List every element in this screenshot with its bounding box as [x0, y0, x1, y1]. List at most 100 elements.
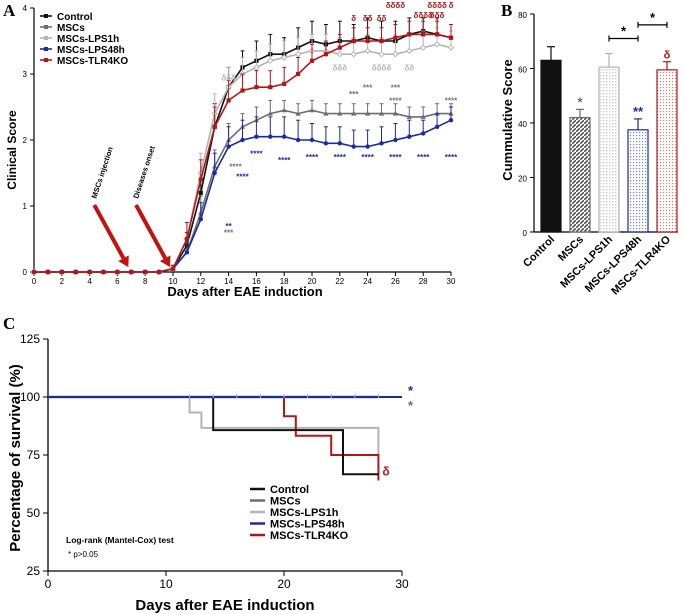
- panel-a-point-lps48h: [351, 144, 356, 149]
- panel-c-survival-chart: Percentage of survival (%) Days after EA…: [7, 332, 414, 614]
- panel-a-point-tlr4ko: [421, 32, 426, 37]
- panel-a-significance-mark: δδδ: [221, 74, 236, 83]
- panel-c-legend-label-tlr4ko: MSCs-TLR4KO: [270, 530, 349, 542]
- panel-c-legend-label-mscs: MSCs: [270, 496, 301, 508]
- panel-a-point-lps48h: [295, 137, 301, 143]
- panel-a-point-lps1h: [364, 47, 371, 55]
- panel-a-point-mscs: [323, 110, 329, 116]
- panel-a-significance-mark: ****: [389, 97, 402, 106]
- panel-a-x-tick-label: 4: [87, 277, 92, 286]
- panel-a-point-tlr4ko: [268, 85, 273, 90]
- panel-a-x-tick-label: 26: [391, 277, 400, 286]
- panel-a-significance-mark: ****: [229, 163, 242, 172]
- panel-a-point-tlr4ko: [143, 269, 148, 275]
- panel-a-x-tick-label: 0: [32, 277, 37, 286]
- panel-b-significance-mscs: *: [577, 94, 583, 109]
- panel-a-point-tlr4ko: [407, 32, 412, 37]
- panel-a-point-lps1h: [433, 41, 441, 48]
- panel-a-y-tick-label: 2: [23, 136, 28, 145]
- panel-a-point-tlr4ko: [448, 35, 454, 40]
- panel-a-significance-mark: δ: [449, 1, 454, 10]
- panel-a-point-tlr4ko: [115, 269, 120, 275]
- panel-c-y-tick-label: 75: [27, 448, 41, 462]
- panel-b-bar-lps1h: [598, 66, 620, 233]
- panel-a-y-tick-label: 0: [23, 268, 28, 277]
- panel-a-significance-mark: ***: [349, 90, 359, 99]
- panel-a-point-lps1h: [267, 57, 274, 65]
- panel-a-point-mscs: [420, 114, 426, 119]
- panel-c-significance-mscs: *: [408, 398, 414, 413]
- panel-a-legend-marker-lps48h: [44, 47, 48, 51]
- panel-a-y-tick-label: 4: [23, 4, 28, 13]
- panel-a-point-tlr4ko: [240, 88, 245, 93]
- panel-a-arrow-head: [159, 255, 171, 267]
- panel-a-significance-mark: δδδδ: [427, 1, 447, 10]
- panel-a-point-tlr4ko: [393, 35, 398, 40]
- panel-a-point-lps1h: [336, 50, 344, 58]
- panel-a-x-tick-label: 12: [196, 277, 205, 286]
- panel-a-point-mscs: [267, 110, 273, 116]
- panel-a-significance-mark: δδ: [363, 14, 373, 23]
- panel-a-significance-mark: δδδδ: [413, 11, 433, 20]
- panel-c-legend-label-lps1h: MSCs-LPS1h: [270, 507, 339, 519]
- panel-a-significance-mark: δδ: [404, 64, 414, 73]
- panel-b-y-tick-label: 60: [518, 66, 527, 75]
- panel-a-legend-marker-mscs: [44, 25, 48, 29]
- panel-a-significance-mark: ***: [391, 84, 401, 93]
- panel-c-significance-tlr4ko: δ: [382, 465, 389, 479]
- panel-a-point-tlr4ko: [254, 85, 259, 90]
- panel-a-legend-label-tlr4ko: MSCs-TLR4KO: [57, 56, 128, 67]
- panel-a-significance-mark: δδ: [377, 14, 387, 23]
- panel-a-point-mscs: [295, 110, 301, 116]
- panel-c-x-tick-label: 0: [45, 577, 52, 591]
- panel-a-point-tlr4ko: [73, 269, 78, 275]
- panel-b-bar-control: [540, 59, 562, 233]
- panel-a-point-lps48h: [421, 131, 426, 136]
- panel-a-point-lps48h: [309, 137, 315, 143]
- panel-a-point-lps48h: [379, 141, 384, 146]
- panel-a-legend-label-mscs: MSCs: [57, 23, 85, 34]
- panel-a-x-tick-label: 24: [363, 277, 372, 286]
- panel-c-y-tick-label: 100: [20, 390, 40, 404]
- panel-a-point-tlr4ko: [351, 38, 356, 44]
- panel-a-significance-mark: ****: [306, 153, 319, 162]
- panel-a-significance-mark: ****: [445, 153, 458, 162]
- panel-a-point-mscs: [309, 107, 315, 113]
- panel-c-y-tick-label: 25: [27, 564, 41, 578]
- panel-a-point-lps48h: [434, 124, 440, 129]
- panel-a-point-tlr4ko: [296, 71, 301, 77]
- panel-a-significance-mark: **: [225, 222, 232, 231]
- panel-a-arrow-label: Diseases onset: [131, 144, 157, 199]
- panel-a-x-tick-label: 6: [115, 277, 120, 286]
- panel-a-legend-label-control: Control: [57, 12, 93, 23]
- panel-a-point-lps48h: [212, 170, 217, 176]
- panel-c-x-tick-label: 30: [395, 577, 409, 591]
- panel-a-clinical-score-chart: Clinical Score Days after EAE induction …: [5, 1, 458, 299]
- panel-a-legend-marker-control: [44, 14, 48, 18]
- panel-a-point-mscs: [392, 110, 398, 116]
- panel-c-legend: ControlMSCsMSCs-LPS1hMSCs-LPS48hMSCs-TLR…: [250, 484, 349, 542]
- panel-a-point-tlr4ko: [379, 38, 384, 44]
- panel-a-significance-mark: δδδ: [333, 64, 348, 73]
- panel-a-point-tlr4ko: [365, 38, 370, 44]
- panel-a-x-tick-label: 14: [224, 277, 233, 286]
- panel-b-y-tick-label: 80: [518, 11, 527, 20]
- panel-a-significance-mark: δδδδ: [372, 64, 392, 73]
- panel-c-y-axis-label: Percentage of survival (%): [7, 364, 24, 552]
- panel-letter-a: A: [3, 1, 16, 20]
- panel-a-point-lps48h: [337, 141, 342, 146]
- panel-a-point-lps1h: [378, 50, 385, 58]
- panel-letter-b: B: [501, 1, 512, 20]
- panel-b-significance-lps48h: **: [633, 104, 644, 119]
- panel-a-point-lps48h: [323, 141, 329, 146]
- panel-a-point-lps48h: [282, 134, 287, 139]
- panel-a-point-lps48h: [407, 134, 412, 139]
- panel-a-point-tlr4ko: [226, 98, 231, 103]
- panel-a-x-tick-label: 10: [169, 277, 178, 286]
- panel-c-survival-line-tlr4ko: [48, 396, 380, 481]
- panel-a-point-lps48h: [240, 137, 245, 143]
- panel-a-point-tlr4ko: [212, 124, 217, 129]
- panel-b-cumulative-score-chart: Cummulative Score 020406080Control*MSCsM…: [500, 10, 678, 297]
- panel-a-y-axis-label: Clinical Score: [5, 110, 19, 190]
